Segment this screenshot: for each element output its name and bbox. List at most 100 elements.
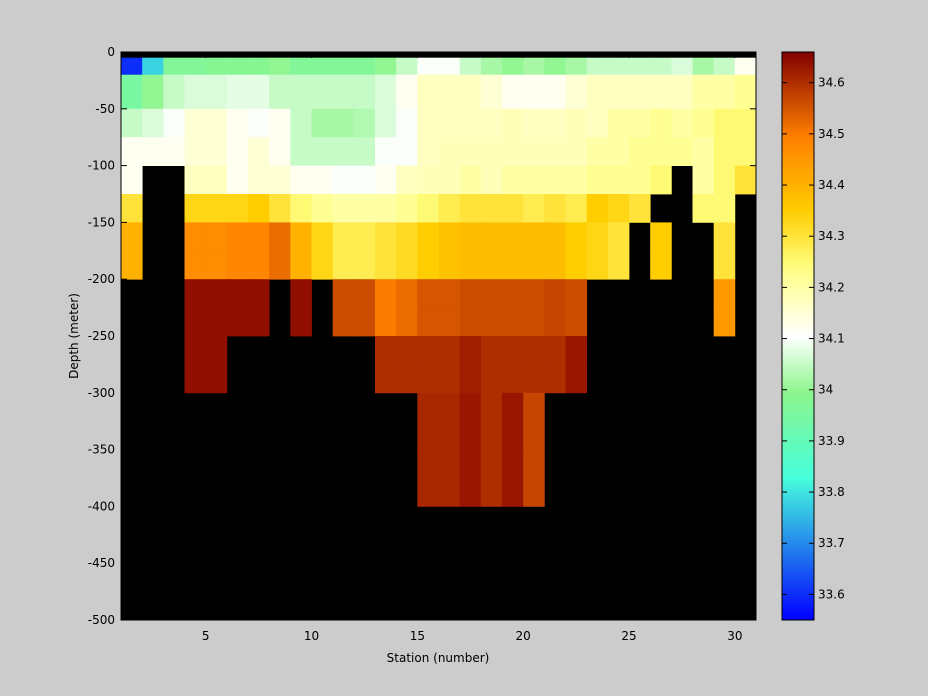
heatmap-cell	[290, 250, 312, 280]
plot-area	[120, 51, 757, 621]
heatmap-cell	[438, 392, 461, 450]
heatmap-cell	[417, 194, 439, 223]
heatmap-cell	[480, 108, 503, 138]
heatmap-cell	[290, 307, 312, 337]
heatmap-cell	[269, 108, 291, 138]
heatmap-cell	[353, 222, 376, 252]
heatmap-cell	[523, 364, 545, 394]
heatmap-cell	[396, 222, 418, 252]
x-axis-label: Station (number)	[387, 651, 490, 665]
heatmap-cell	[692, 165, 715, 195]
heatmap-cell	[480, 250, 503, 280]
heatmap-cell	[523, 392, 545, 450]
heatmap-cell	[523, 449, 545, 507]
y-tick-label: -200	[88, 272, 115, 286]
heatmap-cell	[417, 307, 439, 337]
heatmap-cell	[375, 108, 397, 138]
heatmap-cell	[417, 392, 439, 450]
heatmap-cell	[353, 137, 376, 166]
heatmap-cell	[332, 108, 355, 138]
heatmap-cell	[269, 137, 291, 166]
heatmap-cell	[417, 108, 439, 138]
heatmap-cell	[332, 137, 355, 166]
heatmap-cell	[650, 222, 672, 252]
heatmap-cell	[459, 449, 482, 507]
heatmap-cell	[290, 194, 312, 223]
heatmap-cell	[184, 364, 207, 394]
heatmap-cell	[396, 364, 418, 394]
heatmap-cell	[565, 194, 588, 223]
heatmap-cell	[417, 449, 439, 507]
heatmap-cell	[502, 74, 524, 110]
heatmap-cell	[650, 74, 672, 110]
heatmap-cell	[502, 250, 524, 280]
heatmap-cell	[650, 108, 672, 138]
heatmap-cell	[290, 222, 312, 252]
heatmap-cell	[565, 307, 588, 337]
heatmap-cell	[586, 74, 609, 110]
heatmap-cell	[480, 392, 503, 450]
heatmap-cell	[248, 137, 270, 166]
heatmap-cell	[163, 57, 185, 76]
heatmap-cell	[332, 222, 355, 252]
heatmap-cell	[353, 57, 376, 76]
heatmap-cell	[184, 108, 207, 138]
heatmap-cell	[734, 74, 757, 110]
heatmap-cell	[544, 74, 566, 110]
heatmap-cell	[353, 307, 376, 337]
y-tick-label: -500	[88, 613, 115, 627]
heatmap-cell	[248, 194, 270, 223]
y-tick-label: -350	[88, 443, 115, 457]
heatmap-cell	[417, 336, 439, 365]
heatmap-cell	[290, 137, 312, 166]
heatmap-cell	[226, 250, 249, 280]
heatmap-cell	[713, 279, 736, 308]
heatmap-cell	[184, 194, 207, 223]
heatmap-cell	[480, 222, 503, 252]
heatmap-cell	[205, 108, 228, 138]
heatmap-cell	[438, 108, 461, 138]
heatmap-cell	[163, 137, 185, 166]
x-tick-label: 5	[202, 629, 210, 643]
heatmap-cell	[184, 165, 207, 195]
heatmap-cell	[502, 336, 524, 365]
heatmap-cell	[311, 74, 334, 110]
heatmap-cell	[396, 108, 418, 138]
heatmap-cell	[375, 307, 397, 337]
heatmap-cell	[565, 108, 588, 138]
heatmap-cell	[226, 108, 249, 138]
heatmap-cell	[480, 194, 503, 223]
heatmap-cell	[375, 250, 397, 280]
heatmap-cell	[586, 108, 609, 138]
heatmap-cell	[671, 74, 693, 110]
heatmap-cell	[353, 250, 376, 280]
heatmap-cell	[121, 57, 143, 76]
colorbar-tick-label: 33.7	[818, 536, 845, 550]
heatmap-cell	[502, 392, 524, 450]
heatmap-cell	[607, 250, 630, 280]
heatmap-cell	[269, 74, 291, 110]
heatmap-cell	[205, 336, 228, 365]
heatmap-cell	[586, 194, 609, 223]
heatmap-cell	[650, 165, 672, 195]
heatmap-cell	[375, 336, 397, 365]
heatmap-cell	[523, 165, 545, 195]
colorbar-ticks: 33.6 33.7 33.8 33.9 34 34.1 34.2 34.3 34.4 34.5 34…	[782, 76, 845, 601]
heatmap-cell	[438, 336, 461, 365]
heatmap-cell	[438, 449, 461, 507]
heatmap-cell	[438, 279, 461, 308]
heatmap-cell	[480, 336, 503, 365]
y-axis-label: Depth (meter)	[67, 293, 81, 379]
heatmap-cell	[311, 194, 334, 223]
heatmap-cell	[629, 57, 651, 76]
heatmap-cell	[459, 307, 482, 337]
heatmap-cell	[226, 307, 249, 337]
heatmap-cell	[459, 279, 482, 308]
heatmap-cell	[438, 57, 461, 76]
heatmap-cell	[121, 194, 143, 223]
colorbar-tick-label: 34.6	[818, 76, 845, 90]
heatmap-cell	[417, 364, 439, 394]
heatmap-cell	[650, 57, 672, 76]
heatmap-cell	[544, 279, 566, 308]
heatmap-cell	[417, 74, 439, 110]
